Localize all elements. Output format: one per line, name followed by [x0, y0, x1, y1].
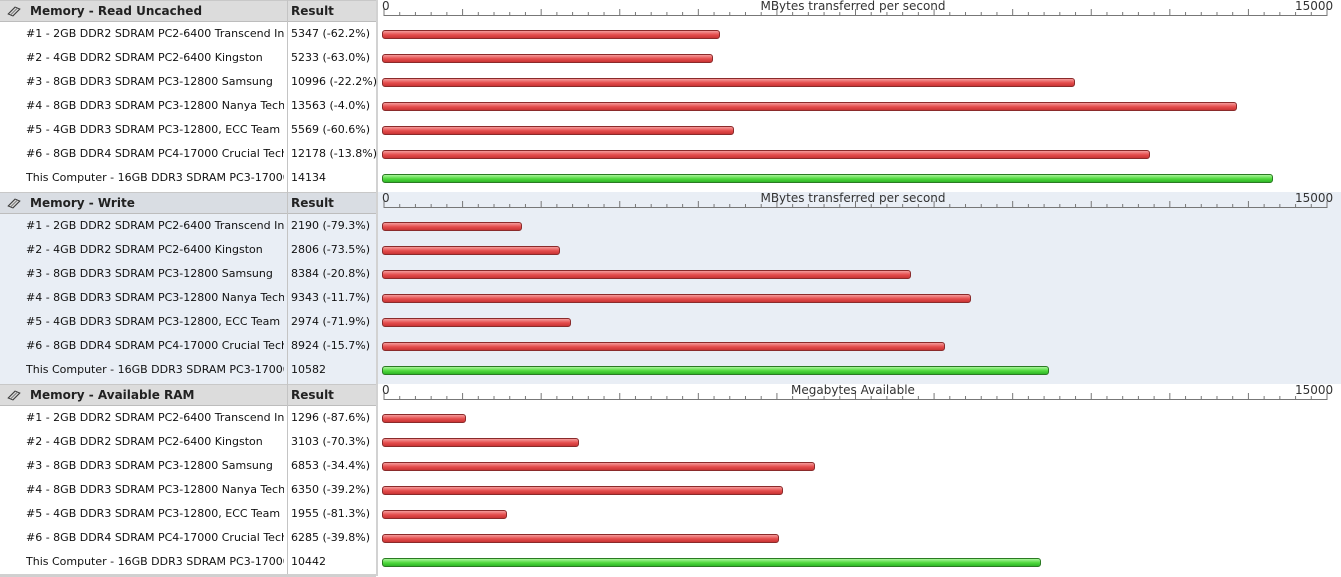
section-title: Memory - Available RAM: [30, 388, 195, 402]
x-axis-title: MBytes transferred per second: [760, 191, 946, 205]
row-device-name: #3 - 8GB DDR3 SDRAM PC3-12800 Samsung: [26, 75, 273, 88]
row-result-value: 1955 (-81.3%): [291, 507, 370, 520]
bar-comparison: [382, 462, 815, 471]
bar-comparison: [382, 246, 561, 255]
row-result-value: 10582: [291, 363, 326, 376]
bar-comparison: [382, 294, 972, 303]
column-divider: [287, 0, 288, 192]
row-result-value: 2190 (-79.3%): [291, 219, 370, 232]
row-result-value: 14134: [291, 171, 326, 184]
memory-module-icon: [6, 197, 22, 210]
row-result-value: 5233 (-63.0%): [291, 51, 370, 64]
x-tick-label-min: 0: [382, 383, 390, 397]
panel-divider: [376, 384, 378, 576]
bar-comparison: [382, 438, 580, 447]
row-result-value: 10996 (-22.2%): [291, 75, 377, 88]
row-device-name: This Computer - 16GB DDR3 SDRAM PC3-1700…: [26, 555, 284, 568]
column-divider: [287, 192, 288, 384]
section-title: Memory - Write: [30, 196, 135, 210]
result-column-header: Result: [291, 388, 334, 402]
x-axis-title: MBytes transferred per second: [760, 0, 946, 13]
bar-comparison: [382, 150, 1150, 159]
row-device-name: #5 - 4GB DDR3 SDRAM PC3-12800, ECC Team …: [26, 507, 284, 520]
row-device-name: #4 - 8GB DDR3 SDRAM PC3-12800 Nanya Tech…: [26, 483, 284, 496]
bar-comparison: [382, 342, 945, 351]
row-device-name: #3 - 8GB DDR3 SDRAM PC3-12800 Samsung: [26, 267, 273, 280]
memory-module-icon: [6, 389, 22, 402]
row-result-value: 2974 (-71.9%): [291, 315, 370, 328]
row-device-name: #2 - 4GB DDR2 SDRAM PC2-6400 Kingston: [26, 435, 263, 448]
row-device-name: #4 - 8GB DDR3 SDRAM PC3-12800 Nanya Tech…: [26, 99, 284, 112]
bar-comparison: [382, 414, 466, 423]
chart-section-1: Memory - Read Uncached Result 0 15000 MBytes…: [0, 0, 1341, 192]
bar-comparison: [382, 78, 1076, 87]
bar-comparison: [382, 270, 912, 279]
row-result-value: 6350 (-39.2%): [291, 483, 370, 496]
row-result-value: 9343 (-11.7%): [291, 291, 370, 304]
row-device-name: #6 - 8GB DDR4 SDRAM PC4-17000 Crucial Te…: [26, 531, 284, 544]
chart-section-2: Memory - Write Result 0 15000 MBytes transfe…: [0, 191, 1341, 384]
bar-comparison: [382, 30, 721, 39]
result-column-header: Result: [291, 196, 334, 210]
bar-comparison: [382, 534, 780, 543]
row-device-name: This Computer - 16GB DDR3 SDRAM PC3-1700…: [26, 363, 284, 376]
panel-divider: [376, 0, 378, 192]
section-header: Memory - Write Result: [0, 192, 376, 214]
x-axis: [383, 201, 1328, 208]
row-result-value: 8924 (-15.7%): [291, 339, 370, 352]
x-tick-label-max: 15000: [1295, 0, 1334, 13]
row-device-name: #2 - 4GB DDR2 SDRAM PC2-6400 Kingston: [26, 51, 263, 64]
row-device-name: #5 - 4GB DDR3 SDRAM PC3-12800, ECC Team …: [26, 123, 284, 136]
bar-this-computer: [382, 366, 1050, 375]
row-device-name: #2 - 4GB DDR2 SDRAM PC2-6400 Kingston: [26, 243, 263, 256]
section-title: Memory - Read Uncached: [30, 4, 203, 18]
row-device-name: #6 - 8GB DDR4 SDRAM PC4-17000 Crucial Te…: [26, 339, 284, 352]
row-device-name: #5 - 4GB DDR3 SDRAM PC3-12800, ECC Team …: [26, 315, 284, 328]
row-result-value: 1296 (-87.6%): [291, 411, 370, 424]
row-result-value: 6853 (-34.4%): [291, 459, 370, 472]
row-result-value: 10442: [291, 555, 326, 568]
x-axis: [383, 9, 1328, 16]
row-result-value: 5347 (-62.2%): [291, 27, 370, 40]
row-result-value: 13563 (-4.0%): [291, 99, 370, 112]
x-tick-label-max: 15000: [1295, 383, 1334, 397]
row-device-name: #1 - 2GB DDR2 SDRAM PC2-6400 Transcend I…: [26, 27, 284, 40]
panel-divider: [376, 192, 378, 384]
row-device-name: This Computer - 16GB DDR3 SDRAM PC3-1700…: [26, 171, 284, 184]
bar-this-computer: [382, 174, 1273, 183]
row-result-value: 12178 (-13.8%): [291, 147, 377, 160]
row-result-value: 8384 (-20.8%): [291, 267, 370, 280]
x-tick-label-min: 0: [382, 191, 390, 205]
bar-comparison: [382, 126, 735, 135]
row-device-name: #6 - 8GB DDR4 SDRAM PC4-17000 Crucial Te…: [26, 147, 284, 160]
result-column-header: Result: [291, 4, 334, 18]
memory-module-icon: [6, 5, 22, 18]
bar-comparison: [382, 510, 507, 519]
row-device-name: #3 - 8GB DDR3 SDRAM PC3-12800 Samsung: [26, 459, 273, 472]
row-device-name: #4 - 8GB DDR3 SDRAM PC3-12800 Nanya Tech…: [26, 291, 284, 304]
section-header: Memory - Read Uncached Result: [0, 0, 376, 22]
bar-comparison: [382, 486, 784, 495]
row-result-value: 6285 (-39.8%): [291, 531, 370, 544]
row-result-value: 2806 (-73.5%): [291, 243, 370, 256]
chart-section-3: Memory - Available RAM Result 0 15000 Megaby…: [0, 383, 1341, 576]
bar-comparison: [382, 102, 1237, 111]
bar-comparison: [382, 222, 522, 231]
next-section-header-edge: [0, 574, 376, 577]
bar-this-computer: [382, 558, 1041, 567]
x-tick-label-min: 0: [382, 0, 390, 13]
row-result-value: 5569 (-60.6%): [291, 123, 370, 136]
bar-comparison: [382, 54, 713, 63]
row-device-name: #1 - 2GB DDR2 SDRAM PC2-6400 Transcend I…: [26, 219, 284, 232]
column-divider: [287, 384, 288, 576]
row-device-name: #1 - 2GB DDR2 SDRAM PC2-6400 Transcend I…: [26, 411, 284, 424]
section-header: Memory - Available RAM Result: [0, 384, 376, 406]
x-axis: [383, 393, 1328, 400]
bar-comparison: [382, 318, 571, 327]
x-axis-title: Megabytes Available: [791, 383, 915, 397]
x-tick-label-max: 15000: [1295, 191, 1334, 205]
row-result-value: 3103 (-70.3%): [291, 435, 370, 448]
